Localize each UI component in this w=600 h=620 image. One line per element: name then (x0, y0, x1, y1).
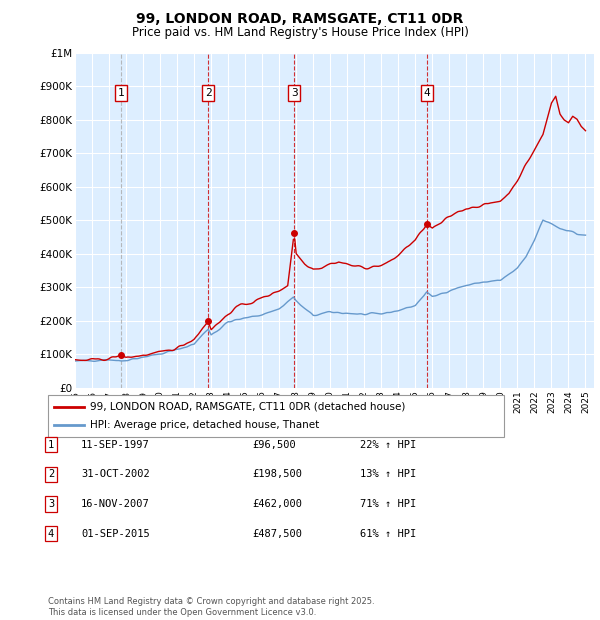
Text: £462,000: £462,000 (252, 499, 302, 509)
Text: 3: 3 (291, 88, 298, 98)
Text: 2: 2 (205, 88, 212, 98)
Text: £487,500: £487,500 (252, 529, 302, 539)
Text: £96,500: £96,500 (252, 440, 296, 450)
Text: 61% ↑ HPI: 61% ↑ HPI (360, 529, 416, 539)
Text: 16-NOV-2007: 16-NOV-2007 (81, 499, 150, 509)
Text: HPI: Average price, detached house, Thanet: HPI: Average price, detached house, Than… (90, 420, 319, 430)
Text: 11-SEP-1997: 11-SEP-1997 (81, 440, 150, 450)
Text: £198,500: £198,500 (252, 469, 302, 479)
Text: 99, LONDON ROAD, RAMSGATE, CT11 0DR (detached house): 99, LONDON ROAD, RAMSGATE, CT11 0DR (det… (90, 402, 406, 412)
Text: 4: 4 (48, 529, 54, 539)
Text: 71% ↑ HPI: 71% ↑ HPI (360, 499, 416, 509)
Text: 99, LONDON ROAD, RAMSGATE, CT11 0DR: 99, LONDON ROAD, RAMSGATE, CT11 0DR (136, 12, 464, 27)
Text: 13% ↑ HPI: 13% ↑ HPI (360, 469, 416, 479)
Text: 31-OCT-2002: 31-OCT-2002 (81, 469, 150, 479)
Text: 1: 1 (48, 440, 54, 450)
Text: 3: 3 (48, 499, 54, 509)
Text: 22% ↑ HPI: 22% ↑ HPI (360, 440, 416, 450)
Text: 4: 4 (424, 88, 430, 98)
Text: Contains HM Land Registry data © Crown copyright and database right 2025.
This d: Contains HM Land Registry data © Crown c… (48, 598, 374, 617)
Text: 1: 1 (118, 88, 124, 98)
Text: 2: 2 (48, 469, 54, 479)
Text: 01-SEP-2015: 01-SEP-2015 (81, 529, 150, 539)
Text: Price paid vs. HM Land Registry's House Price Index (HPI): Price paid vs. HM Land Registry's House … (131, 26, 469, 39)
